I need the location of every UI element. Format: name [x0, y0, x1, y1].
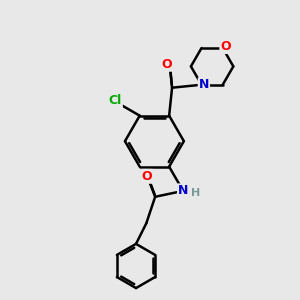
- Text: O: O: [220, 40, 231, 53]
- Text: O: O: [161, 58, 172, 71]
- Text: N: N: [178, 184, 188, 197]
- Text: H: H: [191, 188, 200, 198]
- Text: Cl: Cl: [109, 94, 122, 107]
- Text: O: O: [142, 170, 152, 183]
- Text: N: N: [199, 78, 209, 91]
